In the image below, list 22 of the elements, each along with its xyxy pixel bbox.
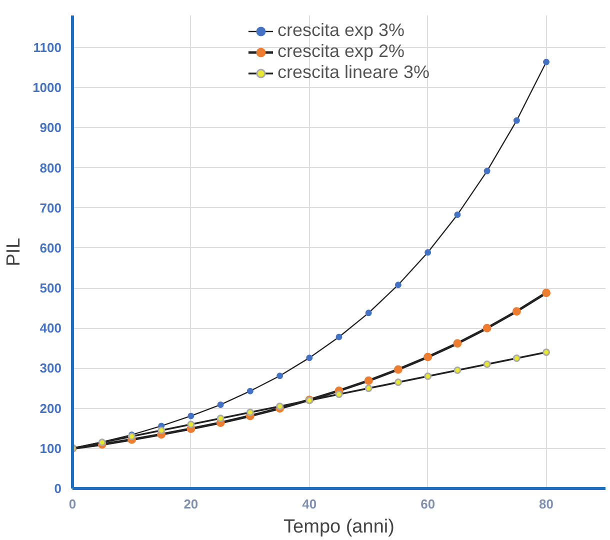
y-tick-label: 100 <box>40 440 62 456</box>
y-tick-label: 900 <box>40 120 62 136</box>
y-tick-label: 500 <box>40 280 62 296</box>
y-axis-title: PIL <box>4 238 25 266</box>
y-tick-label: 700 <box>40 200 62 216</box>
y-tick-label: 400 <box>40 320 62 336</box>
y-tick-label: 200 <box>40 400 62 416</box>
legend-label: crescita exp 3% <box>277 20 405 41</box>
y-tick-label: 0 <box>54 481 62 496</box>
x-tick-label: 80 <box>539 496 554 512</box>
x-tick-label: 20 <box>184 496 198 512</box>
y-tick-label: 1000 <box>32 80 62 96</box>
legend-label: crescita exp 2% <box>277 41 405 62</box>
x-axis-title: Tempo (anni) <box>284 516 394 538</box>
y-tick-label: 300 <box>40 360 62 376</box>
legend-label: crescita lineare 3% <box>277 62 430 83</box>
y-tick-label: 600 <box>40 240 62 256</box>
y-tick-label: 800 <box>40 160 62 176</box>
x-tick-label: 40 <box>302 496 317 512</box>
x-tick-label: 0 <box>68 496 76 512</box>
y-tick-label: 1100 <box>33 40 62 56</box>
x-tick-label: 60 <box>420 496 436 512</box>
